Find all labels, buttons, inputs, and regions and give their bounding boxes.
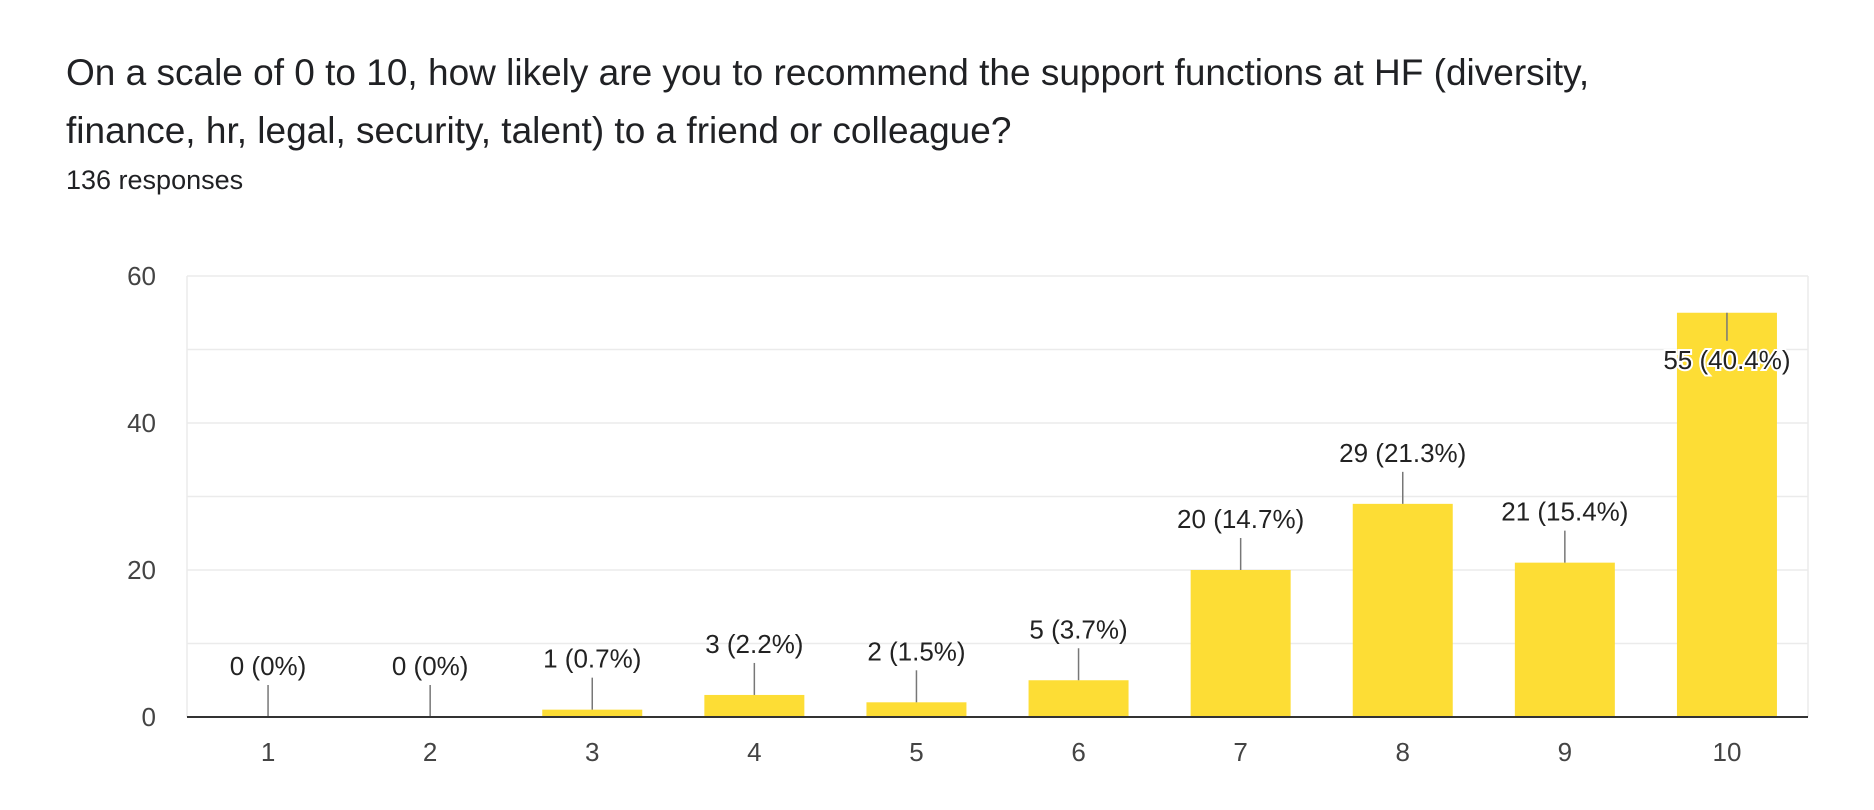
x-tick-label: 3 [585, 737, 599, 767]
data-label: 29 (21.3%) [1339, 438, 1466, 468]
y-tick-label: 20 [127, 555, 156, 585]
y-tick-label: 40 [127, 408, 156, 438]
data-labels: 0 (0%) 0 (0%) 1 (0.7%) 3 (2.2%) 2 (1.5%) 5 (3… [230, 343, 1793, 681]
x-tick-label: 1 [261, 737, 275, 767]
bar [1352, 503, 1453, 717]
data-label: 0 (0%) [392, 651, 469, 681]
question-title: On a scale of 0 to 10, how likely are yo… [66, 44, 1766, 160]
data-label: 0 (0%) [230, 651, 307, 681]
x-tick-label: 2 [423, 737, 437, 767]
x-tick-label: 4 [747, 737, 761, 767]
data-label: 21 (15.4%) [1501, 497, 1628, 527]
data-label: 55 (40.4%) [1663, 345, 1790, 375]
y-axis-ticks: 0 20 40 60 [127, 261, 156, 732]
data-label: 20 (14.7%) [1177, 504, 1304, 534]
label-leaders [267, 312, 1728, 717]
bar [1514, 562, 1615, 717]
x-tick-label: 10 [1712, 737, 1741, 767]
x-tick-label: 9 [1558, 737, 1572, 767]
data-label: 3 (2.2%) [705, 629, 803, 659]
bar [1028, 680, 1129, 717]
bars [542, 312, 1777, 717]
bar [704, 694, 805, 717]
bar [1676, 312, 1777, 717]
y-tick-label: 60 [127, 261, 156, 291]
question-title-line-2: finance, hr, legal, security, talent) to… [66, 110, 1012, 151]
data-label: 1 (0.7%) [543, 644, 641, 674]
x-tick-label: 8 [1396, 737, 1410, 767]
question-title-line-1: On a scale of 0 to 10, how likely are yo… [66, 52, 1590, 93]
bar [866, 702, 967, 717]
x-tick-label: 6 [1071, 737, 1085, 767]
bar [1190, 570, 1291, 717]
x-axis-ticks: 1 2 3 4 5 6 7 8 9 10 [261, 737, 1742, 767]
bar [542, 709, 643, 717]
data-label: 5 (3.7%) [1029, 614, 1127, 644]
response-count: 136 responses [66, 165, 244, 195]
data-label: 2 (1.5%) [867, 636, 965, 666]
x-tick-label: 5 [909, 737, 923, 767]
y-tick-label: 0 [142, 702, 156, 732]
x-tick-label: 7 [1233, 737, 1247, 767]
